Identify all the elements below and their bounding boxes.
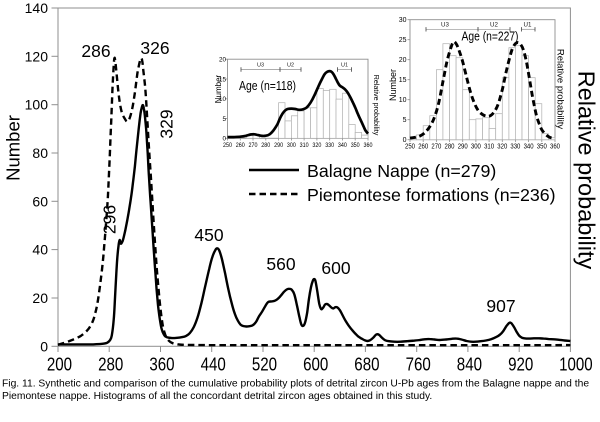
svg-text:250: 250: [223, 142, 232, 149]
svg-text:Piemontese nappe. Histograms o: Piemontese nappe. Histograms of all the …: [2, 391, 432, 402]
svg-text:360: 360: [149, 355, 174, 375]
svg-text:340: 340: [524, 144, 534, 151]
svg-text:Number: Number: [3, 115, 24, 181]
svg-text:120: 120: [25, 48, 49, 64]
svg-text:25: 25: [399, 37, 407, 44]
svg-text:270: 270: [249, 142, 258, 149]
svg-text:10: 10: [399, 97, 407, 104]
svg-text:U3: U3: [441, 22, 449, 29]
svg-text:U3: U3: [257, 63, 264, 69]
svg-text:U2: U2: [490, 22, 498, 29]
svg-text:310: 310: [484, 144, 494, 151]
svg-text:760: 760: [406, 355, 431, 375]
svg-text:326: 326: [140, 38, 169, 58]
svg-text:329: 329: [157, 109, 177, 138]
svg-text:286: 286: [81, 41, 110, 61]
svg-text:80: 80: [32, 145, 48, 161]
svg-text:250: 250: [405, 144, 415, 151]
svg-text:Relative probability: Relative probability: [574, 71, 600, 270]
svg-text:350: 350: [537, 144, 547, 151]
svg-text:0: 0: [40, 338, 48, 354]
svg-text:360: 360: [364, 142, 373, 149]
svg-text:20: 20: [219, 57, 227, 64]
svg-text:330: 330: [510, 144, 520, 151]
svg-text:520: 520: [252, 355, 277, 375]
svg-text:15: 15: [219, 76, 227, 83]
svg-text:Age (n=118): Age (n=118): [239, 78, 296, 93]
svg-text:30: 30: [399, 17, 407, 24]
svg-text:260: 260: [418, 144, 428, 151]
svg-text:U1: U1: [341, 63, 348, 69]
svg-text:0: 0: [222, 136, 226, 143]
svg-text:600: 600: [321, 258, 350, 278]
svg-text:600: 600: [303, 355, 328, 375]
svg-text:5: 5: [222, 116, 226, 123]
svg-text:260: 260: [236, 142, 245, 149]
svg-text:280: 280: [98, 355, 123, 375]
svg-text:907: 907: [486, 296, 515, 316]
svg-text:140: 140: [25, 0, 49, 16]
svg-text:296: 296: [100, 205, 120, 234]
svg-text:330: 330: [325, 142, 334, 149]
svg-text:10: 10: [219, 96, 227, 103]
svg-text:15: 15: [399, 77, 407, 84]
svg-text:280: 280: [261, 142, 270, 149]
svg-text:300: 300: [471, 144, 481, 151]
svg-text:320: 320: [497, 144, 507, 151]
svg-text:1000: 1000: [559, 355, 593, 375]
svg-text:Fig. 11. Synthetic and compari: Fig. 11. Synthetic and comparison of the…: [2, 379, 589, 390]
svg-text:270: 270: [431, 144, 441, 151]
svg-text:Relative probability: Relative probability: [372, 75, 381, 136]
svg-text:200: 200: [47, 355, 72, 375]
svg-text:U1: U1: [524, 22, 532, 29]
svg-text:100: 100: [25, 97, 49, 113]
svg-text:Balagne Nappe (n=279): Balagne Nappe (n=279): [307, 161, 496, 181]
svg-text:350: 350: [351, 142, 360, 149]
svg-text:40: 40: [32, 242, 48, 258]
svg-text:Piemontese formations (n=236): Piemontese formations (n=236): [307, 185, 556, 205]
svg-text:680: 680: [354, 355, 379, 375]
svg-text:310: 310: [300, 142, 309, 149]
svg-text:340: 340: [338, 142, 347, 149]
svg-text:20: 20: [399, 57, 407, 64]
svg-text:Number: Number: [214, 74, 223, 103]
svg-text:290: 290: [458, 144, 468, 151]
svg-text:920: 920: [508, 355, 533, 375]
svg-text:300: 300: [287, 142, 296, 149]
svg-text:Number: Number: [388, 69, 398, 101]
svg-text:Relative probability: Relative probability: [555, 49, 566, 130]
svg-text:290: 290: [274, 142, 283, 149]
svg-text:440: 440: [201, 355, 226, 375]
svg-text:60: 60: [32, 193, 48, 209]
svg-text:5: 5: [403, 117, 407, 124]
svg-text:U2: U2: [287, 63, 294, 69]
svg-text:840: 840: [457, 355, 482, 375]
svg-text:560: 560: [266, 254, 295, 274]
svg-text:360: 360: [550, 144, 560, 151]
svg-text:20: 20: [32, 290, 48, 306]
svg-text:Age (n=227): Age (n=227): [462, 29, 519, 44]
svg-text:280: 280: [445, 144, 455, 151]
svg-text:320: 320: [312, 142, 321, 149]
svg-text:0: 0: [403, 137, 407, 144]
svg-text:450: 450: [194, 225, 223, 245]
